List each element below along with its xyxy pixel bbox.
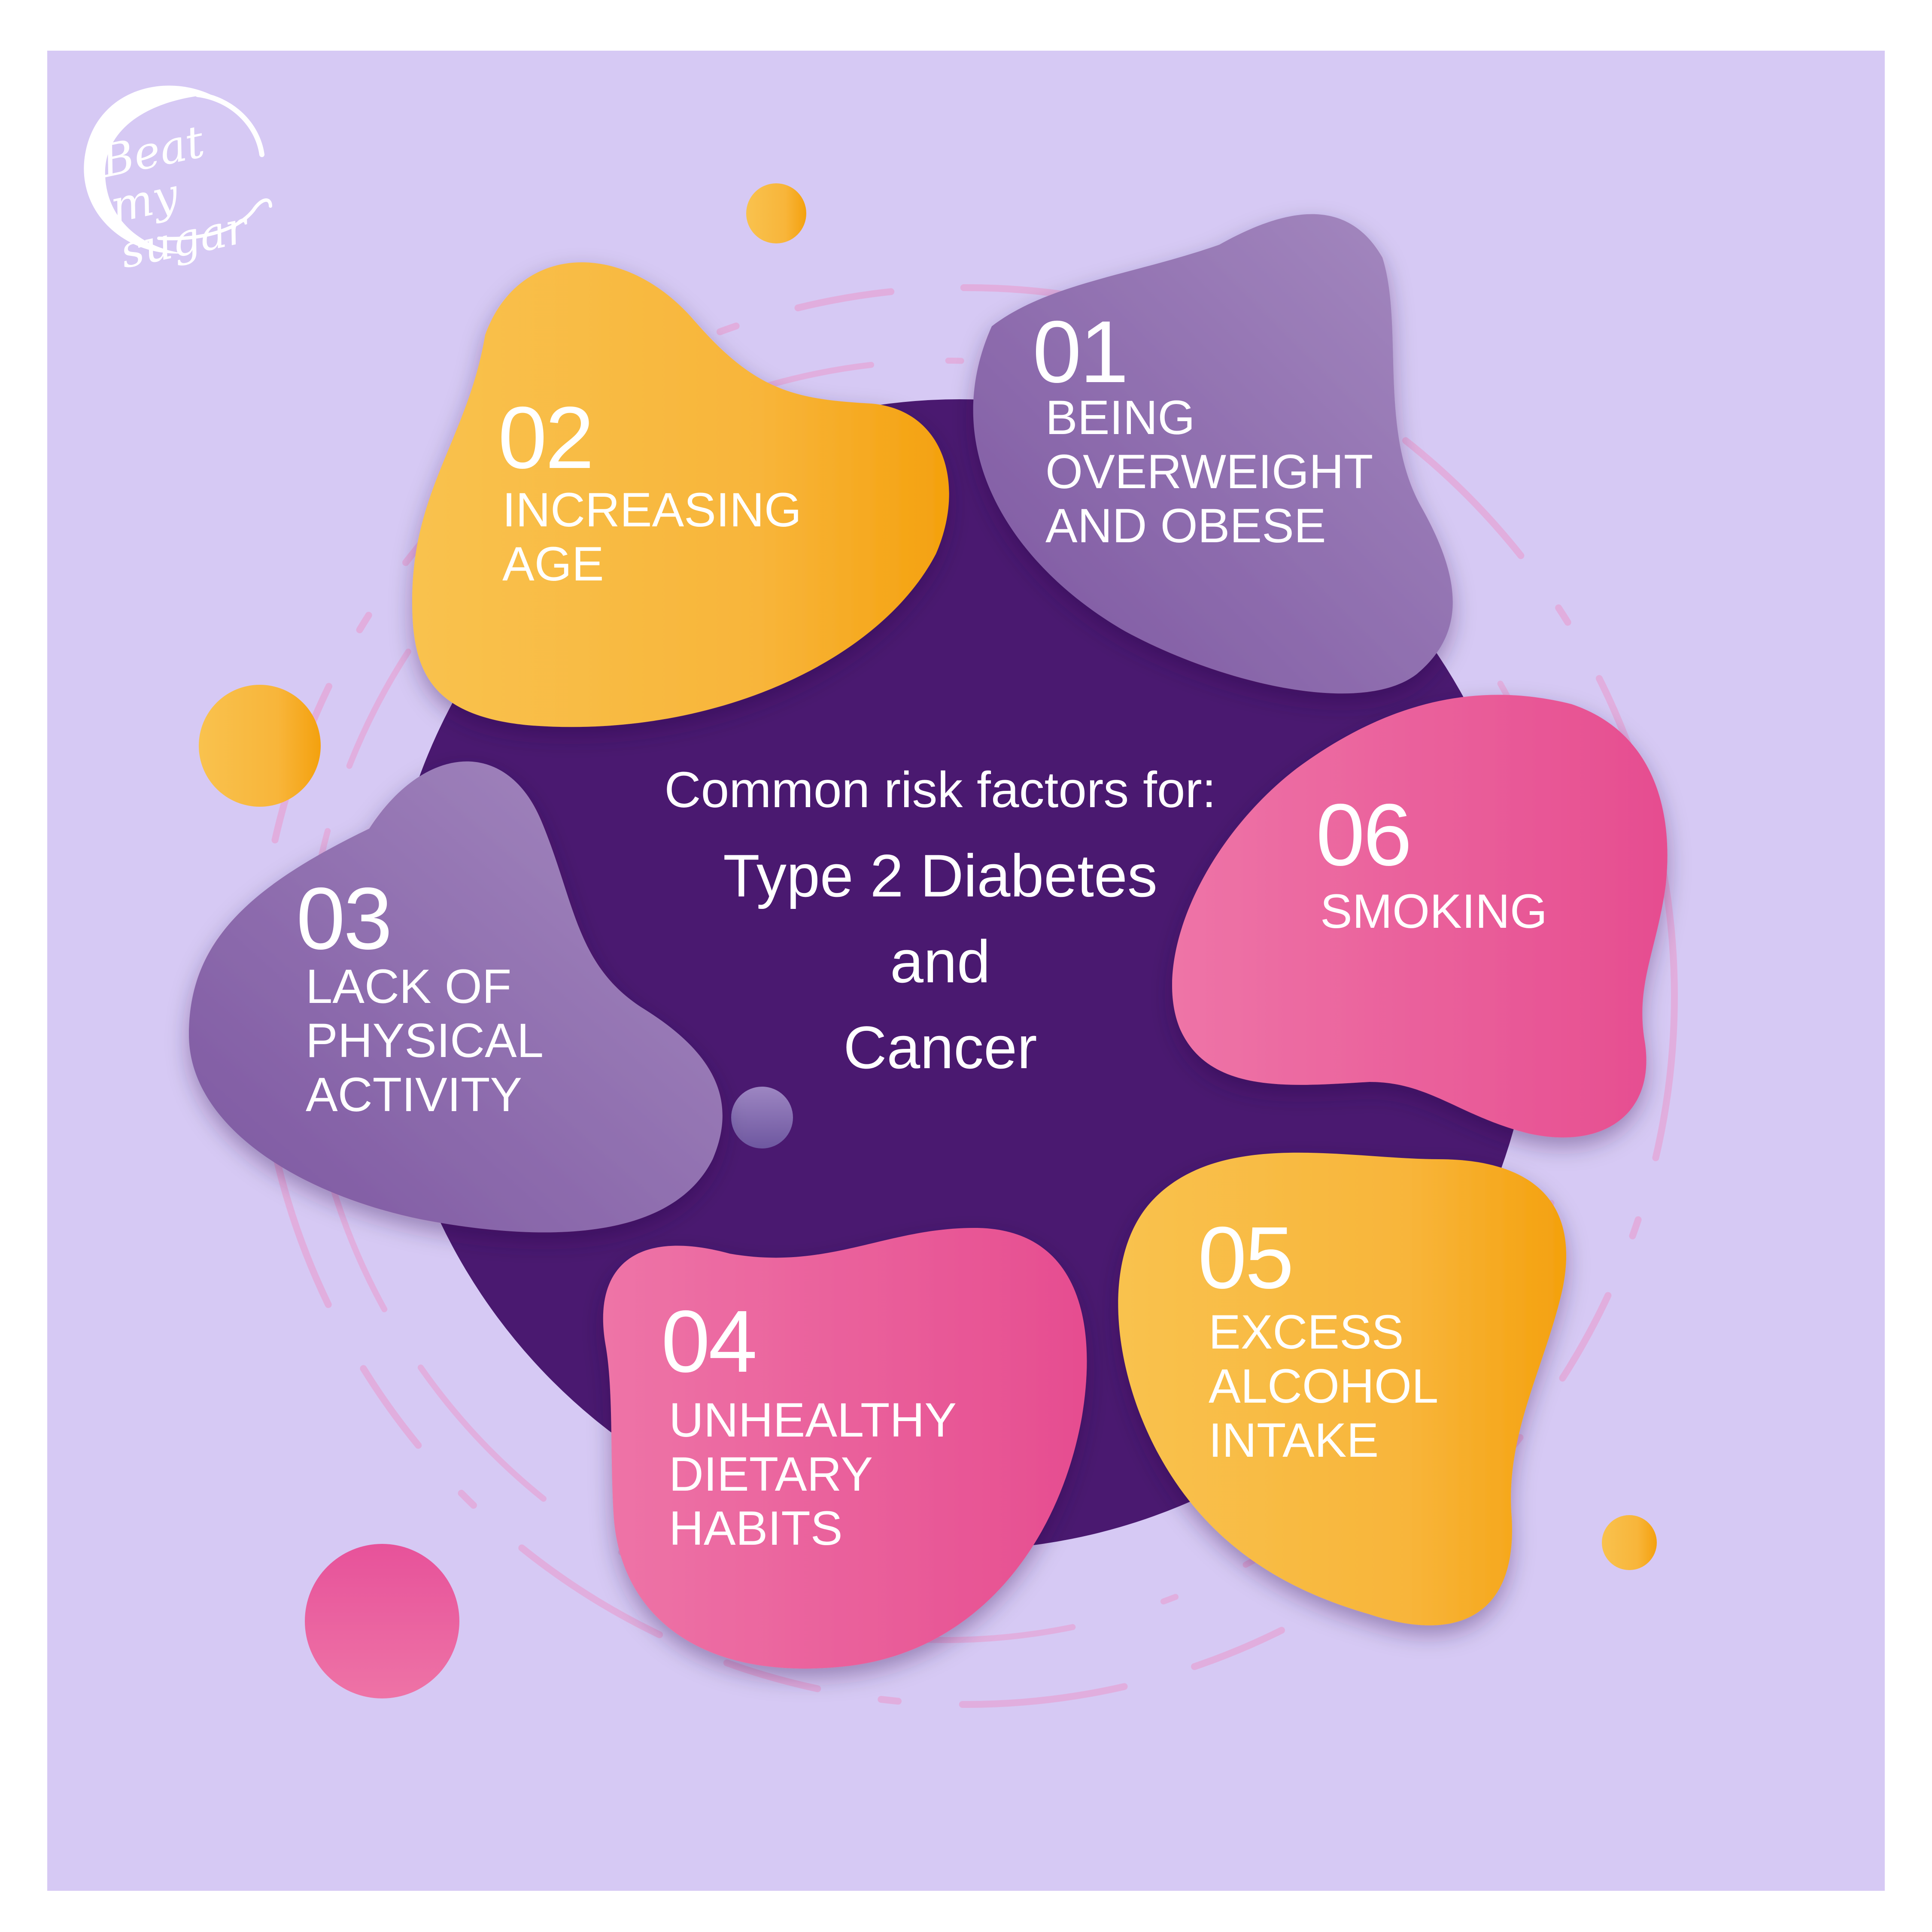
decorative-dot xyxy=(731,1087,793,1148)
factor-02-label: INCREASING AGE xyxy=(502,483,802,591)
factor-01-label: BEING OVERWEIGHT AND OBESE xyxy=(1045,391,1373,553)
factor-06-number: 06 xyxy=(1316,786,1412,884)
factor-04-number: 04 xyxy=(661,1292,757,1391)
center-title-line: Cancer xyxy=(843,1014,1037,1081)
blob-01 xyxy=(973,214,1453,694)
blob-06 xyxy=(1172,695,1668,1138)
decorative-dot xyxy=(199,685,321,807)
blob-02 xyxy=(412,262,949,727)
blob-04 xyxy=(603,1228,1087,1669)
factor-01-number: 01 xyxy=(1033,303,1129,401)
decorative-dot xyxy=(1602,1515,1657,1570)
center-title-line: Type 2 Diabetes xyxy=(723,842,1157,909)
factor-03-label: LACK OF PHYSICAL ACTIVITY xyxy=(306,960,544,1121)
factor-03-number: 03 xyxy=(296,869,392,968)
blob-03 xyxy=(189,761,723,1233)
factor-04-label: UNHEALTHY DIETARY HABITS xyxy=(669,1393,957,1555)
factor-06-label: SMOKING xyxy=(1320,884,1547,938)
center-heading: Common risk factors for: xyxy=(664,762,1216,818)
factor-02-number: 02 xyxy=(498,389,594,487)
blob-05 xyxy=(1118,1152,1567,1625)
factor-05-number: 05 xyxy=(1198,1209,1294,1307)
beat-my-sugar-logo xyxy=(84,85,272,254)
decorative-dot xyxy=(746,183,806,243)
center-title-line: and xyxy=(890,928,990,995)
factor-05-label: EXCESS ALCOHOL INTAKE xyxy=(1209,1305,1439,1467)
decorative-dot xyxy=(305,1544,459,1698)
